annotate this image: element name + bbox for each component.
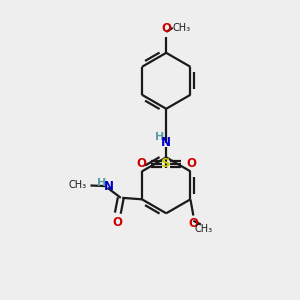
Text: O: O [188,217,198,230]
Text: O: O [161,22,171,35]
Text: O: O [136,157,146,170]
Text: H: H [97,178,106,188]
Text: N: N [104,180,114,193]
Text: CH₃: CH₃ [69,181,87,190]
Text: S: S [161,157,171,170]
Text: CH₃: CH₃ [195,224,213,234]
Text: N: N [161,136,171,148]
Text: O: O [187,157,196,170]
Text: O: O [113,215,123,229]
Text: CH₃: CH₃ [173,23,191,33]
Text: H: H [154,132,164,142]
